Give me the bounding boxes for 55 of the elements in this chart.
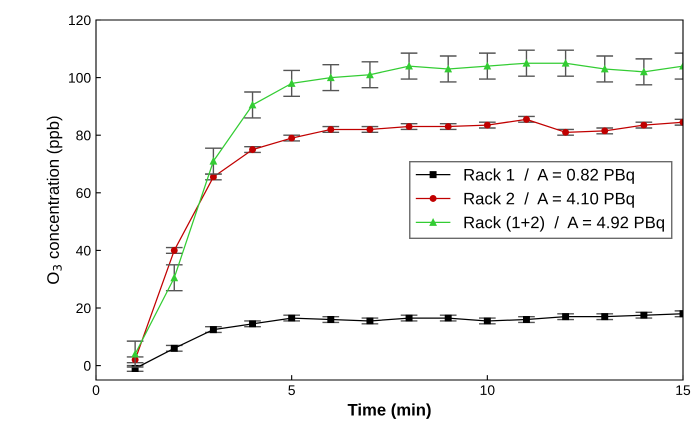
point — [484, 317, 491, 324]
y-tick-label: 100 — [69, 72, 91, 83]
y-tick-label: 40 — [76, 246, 91, 256]
point — [562, 313, 570, 320]
point — [522, 116, 530, 123]
point — [444, 314, 452, 322]
point — [601, 313, 608, 320]
point — [288, 134, 296, 142]
y-tick-label: 120 — [69, 15, 91, 26]
point — [210, 158, 217, 165]
point — [406, 314, 413, 322]
point — [327, 74, 334, 82]
point — [327, 316, 334, 323]
x-tick-label: 0 — [92, 385, 100, 396]
point — [249, 101, 256, 108]
point — [522, 60, 530, 67]
point — [562, 60, 570, 67]
point — [640, 68, 648, 76]
point — [366, 71, 374, 78]
y-axis-title: O$_{3}$ concentration (ppb) — [46, 116, 62, 284]
point — [484, 122, 491, 129]
point — [640, 122, 648, 129]
point — [327, 126, 334, 133]
point — [366, 317, 374, 324]
legend-label: Rack 2 / A = 4.10 PBq — [464, 192, 634, 208]
point — [640, 312, 648, 319]
y-tick-label: 60 — [76, 188, 91, 198]
point — [601, 65, 608, 72]
y-tick-label: 20 — [76, 303, 91, 314]
x-tick-label: 15 — [676, 385, 690, 396]
point — [288, 314, 296, 322]
legend-label: Rack (1+2) / A = 4.92 PBq — [464, 216, 664, 232]
point — [522, 316, 530, 323]
point — [132, 350, 139, 358]
point — [601, 127, 608, 134]
x-tick-label: 5 — [288, 385, 295, 396]
point — [444, 123, 452, 130]
y-tick-label: 80 — [76, 130, 91, 140]
x-tick-label: 10 — [480, 385, 495, 396]
point — [210, 326, 217, 334]
point — [406, 62, 413, 70]
point — [170, 274, 178, 282]
point — [444, 65, 452, 72]
point — [170, 246, 178, 254]
point — [288, 80, 296, 87]
point — [249, 320, 256, 328]
y-tick-label: 0 — [84, 360, 91, 371]
point — [249, 146, 256, 154]
point — [484, 62, 491, 70]
legend-label: Rack 1 / A = 0.82 PBq — [464, 168, 634, 184]
x-axis-title: Time (min) — [348, 403, 431, 419]
point — [406, 123, 413, 130]
point — [170, 344, 178, 352]
point — [366, 126, 374, 133]
point — [562, 128, 570, 136]
